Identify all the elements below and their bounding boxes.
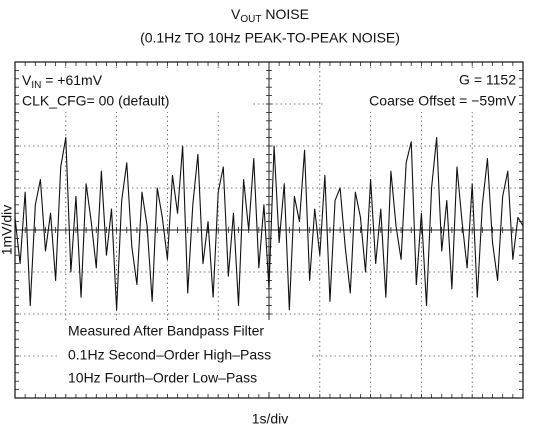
annotation: Coarse Offset = −59mV xyxy=(369,93,516,109)
y-axis-label: 1mV/div xyxy=(0,205,15,256)
annotation: VIN = +61mV xyxy=(22,72,103,91)
annotation: Measured After Bandpass Filter xyxy=(68,323,264,339)
annotation: CLK_CFG= 00 (default) xyxy=(22,93,169,109)
plot-frame xyxy=(14,61,524,399)
trace xyxy=(14,137,524,311)
annotation: 10Hz Fourth–Order Low–Pass xyxy=(68,370,257,386)
chart-title: VOUT NOISE xyxy=(231,6,309,25)
annotations: VIN = +61mV CLK_CFG= 00 (default) G = 11… xyxy=(20,70,518,392)
annotation-bg xyxy=(325,70,518,112)
annotation-bg xyxy=(60,320,310,392)
annotation-bg xyxy=(20,70,252,112)
plot xyxy=(14,137,524,311)
chart-subtitle: (0.1Hz TO 10Hz PEAK-TO-PEAK NOISE) xyxy=(140,30,400,46)
annotation: G = 1152 xyxy=(459,72,516,88)
annotation: 0.1Hz Second–Order High–Pass xyxy=(68,347,271,363)
x-axis-label: 1s/div xyxy=(252,411,289,427)
